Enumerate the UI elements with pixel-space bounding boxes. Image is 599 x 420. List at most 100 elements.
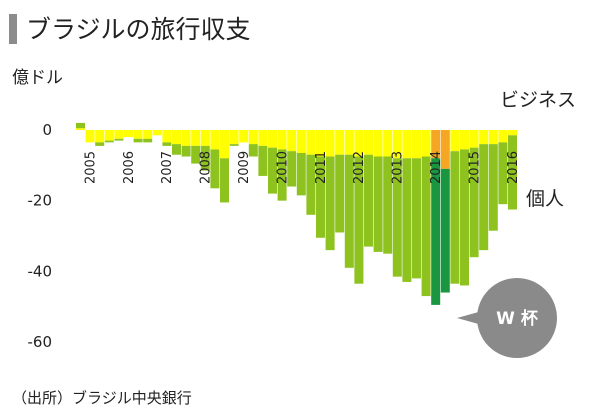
y-axis-unit-label: 億ドル: [12, 68, 63, 88]
source-note: （出所）ブラジル中央銀行: [12, 389, 192, 407]
bar-personal: [287, 151, 297, 187]
bar-business: [114, 130, 124, 139]
legend-label-personal: 個人: [526, 188, 564, 210]
bar-business: [133, 130, 143, 139]
bar-personal: [306, 154, 316, 215]
legend-label-business: ビジネス: [500, 89, 576, 111]
x-ticks-group: 2005 2006 2007 2008 2009 2010 2011 2012 2013 2014…: [83, 151, 520, 184]
bar-business: [316, 130, 325, 157]
bar-personal: [383, 156, 393, 254]
callout-bubble: [477, 278, 557, 358]
bar-personal: [172, 144, 181, 155]
bar-business: [440, 130, 450, 169]
bar-personal: [162, 142, 172, 146]
bar-business: [325, 130, 335, 157]
bar-personal: [258, 145, 268, 176]
y-ticks-group: 0 -20 -40 -60: [28, 121, 53, 351]
bar-personal: [277, 149, 287, 201]
bar-business: [421, 130, 431, 157]
x-tick-label: 2007: [160, 151, 175, 184]
bar-business: [104, 130, 114, 141]
y-tick-label: -20: [28, 192, 53, 210]
bar-personal: [133, 138, 143, 143]
bars-group: [76, 122, 517, 305]
bar-personal: [364, 154, 373, 247]
x-tick-label: 2016: [506, 151, 521, 184]
bar-personal: [392, 158, 402, 277]
bar-business: [172, 130, 181, 145]
bar-business: [162, 130, 172, 143]
x-tick-label: 2015: [467, 151, 482, 184]
bar-business: [152, 130, 162, 136]
bar-personal: [431, 158, 441, 305]
bar-business: [488, 130, 498, 145]
bar-personal: [479, 144, 489, 251]
bar-personal: [344, 154, 354, 268]
bar-personal: [488, 144, 498, 231]
bar-personal: [181, 145, 191, 157]
bar-business: [95, 130, 105, 143]
bar-business: [277, 130, 287, 150]
bar-personal: [220, 158, 229, 203]
bar-personal: [335, 154, 345, 233]
x-tick-label: 2010: [275, 151, 290, 184]
bar-personal: [76, 122, 85, 129]
bar-business: [364, 130, 373, 155]
bar-personal: [421, 156, 431, 297]
bar-business: [498, 130, 508, 143]
bar-business: [354, 130, 364, 157]
bar-business: [143, 130, 153, 139]
bar-personal: [296, 152, 306, 196]
bar-business: [392, 130, 402, 159]
bar-business: [460, 130, 469, 150]
y-tick-label: -60: [28, 333, 53, 351]
x-tick-label: 2014: [429, 151, 444, 184]
bar-personal: [498, 142, 508, 205]
bar-business: [85, 130, 95, 143]
bar-business: [469, 130, 479, 148]
bar-personal: [229, 144, 239, 146]
bar-personal: [508, 135, 517, 210]
bar-business: [402, 130, 412, 159]
x-tick-label: 2005: [83, 151, 98, 184]
bar-personal: [200, 145, 210, 171]
bar-personal: [412, 158, 421, 279]
bar-business: [220, 130, 229, 159]
bar-business: [383, 130, 393, 157]
x-tick-label: 2012: [352, 151, 367, 184]
bar-personal: [402, 158, 412, 282]
bar-personal: [460, 149, 469, 286]
bar-business: [296, 130, 306, 153]
bar-business: [306, 130, 316, 155]
chart-title: ブラジルの旅行収支: [26, 15, 251, 44]
bar-personal: [440, 168, 450, 293]
x-tick-label: 2006: [122, 151, 137, 184]
bar-personal: [325, 156, 335, 251]
bar-business: [479, 130, 489, 145]
bar-personal: [191, 145, 201, 164]
bar-business: [210, 130, 220, 150]
bar-business: [181, 130, 191, 146]
bar-business: [239, 130, 249, 143]
bar-personal: [95, 142, 105, 146]
bar-business: [450, 130, 460, 152]
bar-personal: [373, 156, 383, 252]
bar-personal: [143, 138, 153, 143]
bar-business: [373, 130, 383, 157]
bar-business: [335, 130, 345, 155]
bar-business: [344, 130, 354, 155]
bar-personal: [104, 140, 114, 143]
bar-business: [508, 130, 517, 136]
x-tick-label: 2008: [199, 151, 214, 184]
x-tick-label: 2011: [314, 151, 329, 184]
y-tick-label: -40: [28, 262, 53, 280]
callout-label: W 杯: [496, 308, 538, 329]
bar-business: [124, 130, 133, 138]
bar-personal: [450, 151, 460, 284]
bar-personal: [210, 149, 220, 189]
bar-business: [412, 130, 421, 159]
bar-personal: [354, 156, 364, 284]
bar-business: [258, 130, 268, 146]
bar-business: [248, 130, 258, 145]
